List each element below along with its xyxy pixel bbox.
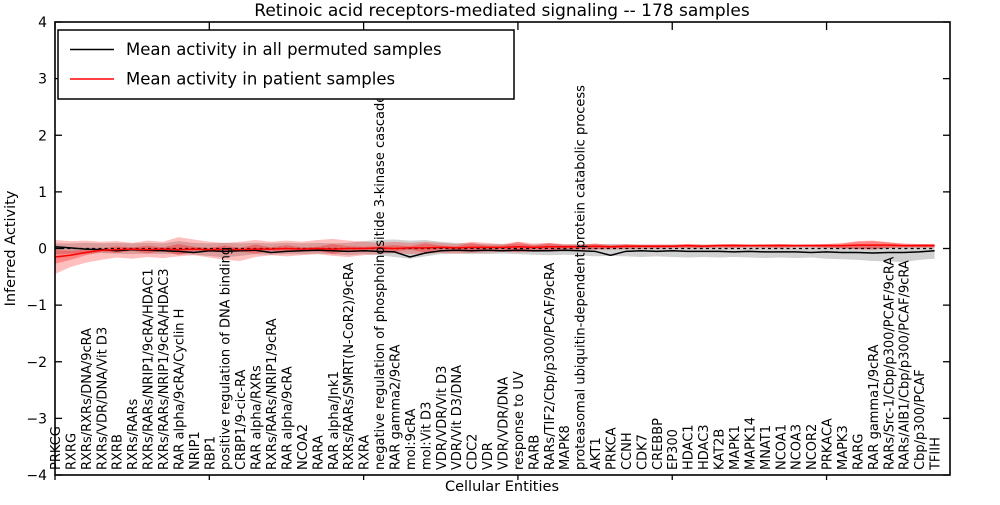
x-tick-label: mol:9cRA: [404, 408, 419, 470]
x-tick-label: AKT1: [589, 437, 604, 470]
x-tick-label: VDR/VDR/DNA: [497, 377, 512, 470]
series-lines-layer: [54, 244, 935, 258]
y-axis-label: Inferred Activity: [3, 190, 19, 306]
x-tick-label: RARs/TIF2/Cbp/p300/PCAF/9cRA: [543, 263, 558, 470]
x-tick-label: RAR alpha/RXRs: [250, 365, 265, 470]
x-tick-label: HDAC1: [682, 424, 697, 470]
x-tick-label: RXRs/RARs/NRIP1/9cRA/HDAC3: [157, 268, 172, 470]
legend-label-patient: Mean activity in patient samples: [126, 70, 395, 89]
x-tick-label: RXRG: [64, 433, 79, 470]
x-tick-label: VDR/VDR/Vit D3: [435, 366, 450, 470]
legend: Mean activity in all permuted samples Me…: [57, 29, 515, 100]
permuted-mean-line: [54, 246, 935, 258]
y-tick-label: 0: [38, 242, 47, 258]
x-tick-label: RARs/Src-1/Cbp/p300/PCAF/9cRA: [882, 257, 897, 470]
x-tick-label: positive regulation of DNA binding: [219, 247, 234, 470]
x-tick-label: NCOR2: [805, 424, 820, 470]
x-tick-label: RXRs/VDR/DNA/Vit D3: [95, 327, 110, 470]
x-tick-label: VDR: [481, 442, 496, 470]
x-tick-label: NCOA1: [774, 424, 789, 470]
x-tick-label: RARs/AIB1/Cbp/p300/PCAF/9cRA: [898, 260, 913, 470]
x-tick-label: RBP1: [203, 436, 218, 470]
x-tick-label: MAPK3: [836, 425, 851, 470]
x-tick-label: RAR alpha/9cRA/Cyclin H: [172, 309, 187, 470]
plot-border: [54, 21, 951, 476]
x-tick-label: TFIIH: [929, 437, 944, 471]
x-tick-label: response to UV: [512, 371, 527, 470]
x-tick-label: RXRs/RXRs/DNA/9cRA: [80, 328, 95, 470]
x-tick-label: MAPK14: [743, 417, 758, 470]
y-tick-label: 1: [38, 185, 47, 201]
x-tick-label: mol:Vit D3: [419, 402, 434, 470]
x-tick-label: RXRs/RARs/SMRT(N-CoR2)/9cRA: [342, 263, 357, 470]
legend-box: [57, 29, 515, 100]
patient-mean-line: [54, 244, 935, 258]
x-tick-label: RAR alpha/9cRA: [280, 366, 295, 470]
x-tick-label: RXRB: [111, 434, 126, 470]
y-tick-label: −2: [26, 355, 47, 371]
y-tick-label: 2: [38, 128, 47, 144]
x-axis-label: Cellular Entities: [445, 479, 559, 495]
x-tick-label: MAPK1: [728, 425, 743, 470]
x-tick-label: RAR gamma2/9cRA: [388, 344, 403, 470]
x-tick-label: EP300: [666, 429, 681, 470]
y-tick-label: −4: [26, 468, 47, 484]
x-tick-label: RAR alpha/Jnk1: [327, 371, 342, 470]
x-tick-label: CDC2: [466, 434, 481, 470]
x-tick-label: RXRs/RARs/NRIP1/9cRA/HDAC1: [142, 268, 157, 470]
x-tick-label: HDAC3: [697, 424, 712, 470]
axes-layer: −4 −3 −2 −1 0 1 2 3 4: [26, 15, 951, 484]
x-tick-label: NCOA3: [790, 424, 805, 470]
x-tick-labels-layer: PRKCG RXRG RXRs/RXRs/DNA/9cRA RXRs/VDR/DNA/…: [49, 85, 944, 471]
y-tick-label: 3: [38, 72, 47, 88]
chart-title: Retinoic acid receptors-mediated signali…: [254, 1, 750, 21]
x-tick-label: KAT2B: [713, 429, 728, 470]
x-tick-label: VDR/Vit D3/DNA: [450, 365, 465, 470]
x-tick-label: proteasomal ubiquitin-dependent protein …: [574, 85, 589, 470]
x-tick-label: RXRs/RARs: [126, 398, 141, 470]
y-tick-label: −1: [26, 298, 47, 314]
x-tick-label: RXRs/RARs/NRIP1/9cRA: [265, 318, 280, 470]
x-tick-label: RARB: [527, 435, 542, 470]
x-tick-label: PRKCG: [49, 426, 64, 470]
x-tick-label: NCOA2: [296, 424, 311, 470]
x-tick-label: RAR gamma1/9cRA: [867, 344, 882, 470]
x-tick-label: PRKACA: [821, 418, 836, 470]
x-tick-label: CDK7: [635, 434, 650, 470]
x-tick-label: MAPK8: [558, 425, 573, 470]
x-tick-label: PRKCA: [605, 427, 620, 470]
x-tick-label: MNAT1: [759, 425, 774, 470]
x-tick-label: RARA: [311, 435, 326, 470]
x-tick-label: NRIP1: [188, 431, 203, 470]
x-tick-label: Cbp/p300/PCAF: [913, 369, 928, 470]
y-tick-label: 4: [38, 15, 47, 31]
x-tick-label: CRBP1/9-cic-RA: [234, 369, 249, 470]
x-tick-label: RARG: [851, 433, 866, 470]
y-tick-label: −3: [26, 411, 47, 427]
x-tick-label: CCNH: [620, 432, 635, 470]
x-tick-label: negative regulation of phosphoinositide …: [373, 95, 388, 470]
confidence-bands-layer: [55, 237, 935, 274]
x-tick-label: RXRA: [358, 435, 373, 470]
x-tick-label: CREBBP: [651, 418, 666, 470]
legend-label-permuted: Mean activity in all permuted samples: [126, 40, 442, 59]
